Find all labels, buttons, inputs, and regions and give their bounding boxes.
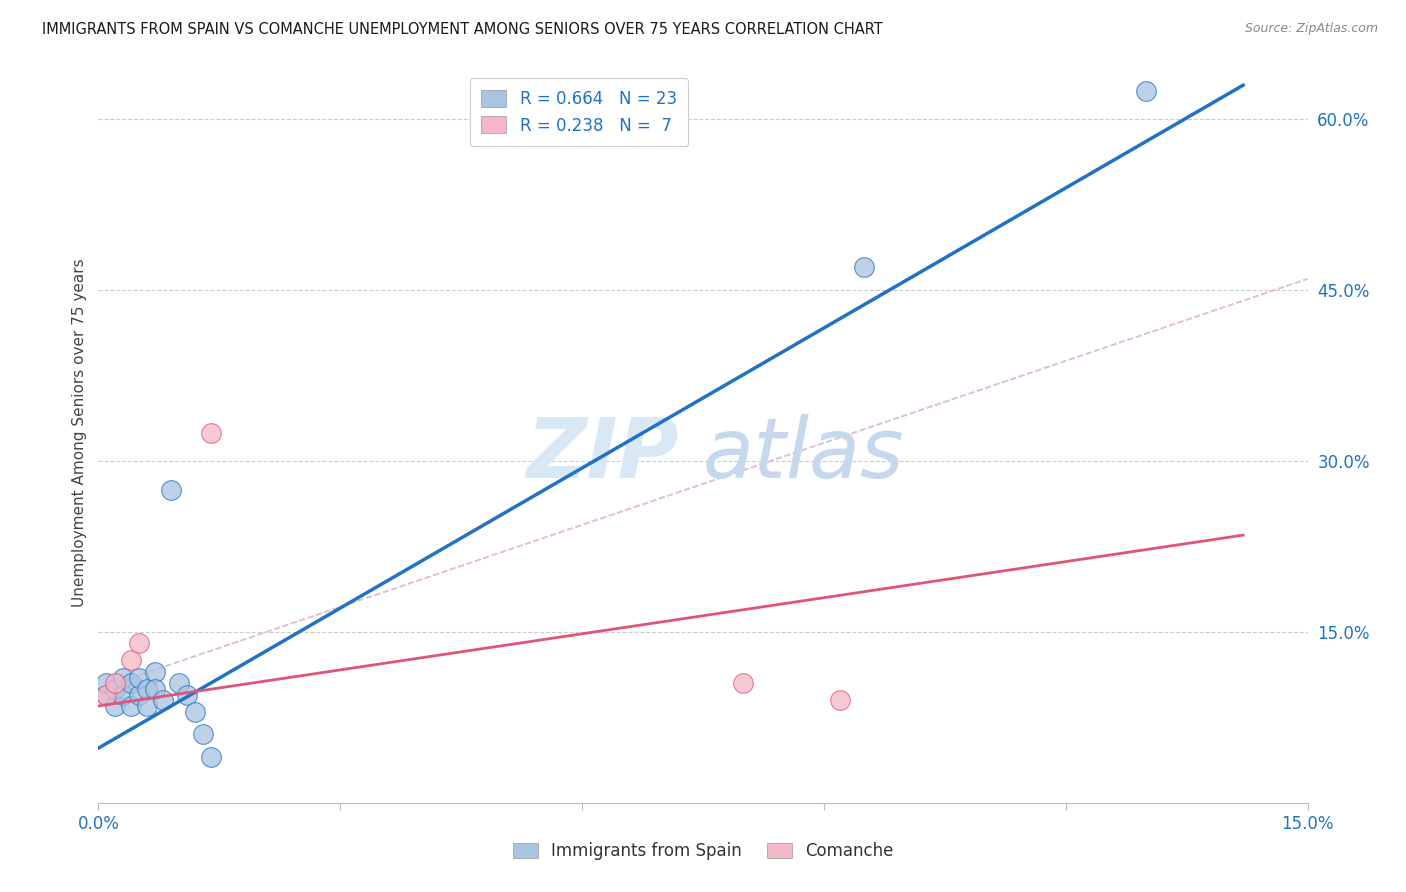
Point [853,260,876,275]
Point [1135,84,1157,98]
Point [143,681,166,696]
Point [111,688,134,702]
Point [128,671,150,685]
Point [128,636,150,650]
Point [143,665,166,679]
Legend: Immigrants from Spain, Comanche: Immigrants from Spain, Comanche [505,834,901,869]
Point [176,688,198,702]
Point [200,425,222,440]
Point [135,698,157,713]
Y-axis label: Unemployment Among Seniors over 75 years: Unemployment Among Seniors over 75 years [72,259,87,607]
Point [120,653,142,667]
Point [103,681,125,696]
Point [152,693,174,707]
Point [103,698,125,713]
Text: Source: ZipAtlas.com: Source: ZipAtlas.com [1244,22,1378,36]
Point [96,676,118,690]
Text: IMMIGRANTS FROM SPAIN VS COMANCHE UNEMPLOYMENT AMONG SENIORS OVER 75 YEARS CORRE: IMMIGRANTS FROM SPAIN VS COMANCHE UNEMPL… [42,22,883,37]
Point [120,698,142,713]
Point [184,705,207,719]
Point [120,676,142,690]
Text: ZIP: ZIP [526,414,679,495]
Point [96,688,118,702]
Point [111,671,134,685]
Point [103,676,125,690]
Point [96,688,118,702]
Point [200,750,222,764]
Text: atlas: atlas [703,414,904,495]
Point [193,727,215,741]
Point [733,676,755,690]
Point [167,676,190,690]
Point [828,693,851,707]
Point [160,483,183,497]
Point [135,681,157,696]
Point [128,688,150,702]
